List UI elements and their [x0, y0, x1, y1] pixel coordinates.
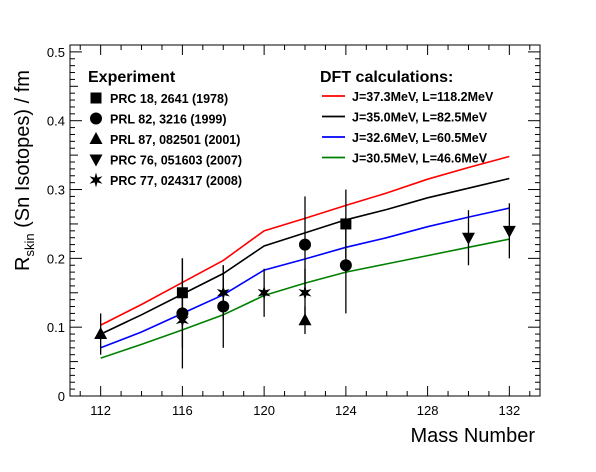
- experiment-legend-label: PRC 77, 024317 (2008): [110, 174, 242, 188]
- y-axis-title: Rskin (Sn Isotopes) / fm: [12, 70, 37, 271]
- data-point-triangle-down: [461, 232, 475, 245]
- experiment-legend: Experiment PRC 18, 2641 (1978) PRL 82, 32…: [88, 69, 242, 188]
- dft-legend-label: J=37.3MeV, L=118.2MeV: [352, 90, 494, 104]
- data-point-triangle-down: [502, 225, 516, 238]
- y-tick-label: 0: [58, 389, 65, 404]
- experiment-legend-label: PRC 76, 051603 (2007): [110, 154, 242, 168]
- experiment-legend-label: PRL 82, 3216 (1999): [110, 113, 227, 127]
- y-axis-title-main: R: [12, 257, 34, 271]
- y-tick-label: 0.1: [47, 320, 65, 335]
- experiment-legend-label: PRL 87, 082501 (2001): [110, 133, 240, 147]
- axes: 112 116 120 124 128 132 0 0.1 0.2 0.3 0.4 0.5: [47, 44, 540, 418]
- data-point-star: [216, 285, 230, 301]
- x-tick-label: 128: [417, 403, 439, 418]
- dft-legend-label: J=30.5MeV, L=46.6MeV: [352, 152, 488, 166]
- legend-marker-square: [90, 92, 102, 104]
- y-tick-label: 0.5: [47, 45, 65, 60]
- dft-legend-title: DFT calculations:: [320, 69, 453, 86]
- legend-marker-triangle-up: [89, 132, 103, 144]
- y-tick-label: 0.4: [47, 114, 65, 129]
- data-point-triangle-up: [298, 313, 312, 326]
- x-tick-label: 112: [90, 403, 111, 418]
- x-tick-label: 120: [253, 403, 275, 418]
- data-point-circle: [299, 238, 311, 251]
- experiment-points: [94, 189, 516, 369]
- x-axis-title: Mass Number: [411, 425, 536, 447]
- experiment-legend-title: Experiment: [88, 69, 176, 86]
- legend-marker-star: [89, 172, 103, 188]
- y-axis-title-rest: (Sn Isotopes) / fm: [12, 70, 34, 233]
- y-tick-label: 0.3: [47, 183, 65, 198]
- legend-marker-circle: [90, 112, 102, 125]
- x-tick-label: 132: [498, 403, 520, 418]
- data-point-star: [175, 312, 189, 328]
- data-point-circle: [339, 259, 352, 272]
- x-tick-label: 124: [335, 403, 357, 418]
- dft-legend-label: J=35.0MeV, L=82.5MeV: [352, 111, 488, 125]
- experiment-legend-label: PRC 18, 2641 (1978): [110, 92, 228, 106]
- legend-marker-triangle-down: [89, 154, 103, 167]
- dft-legend-label: J=32.6MeV, L=60.5MeV: [352, 131, 488, 145]
- y-axis-title-sub: skin: [22, 233, 37, 256]
- data-point-star: [257, 285, 271, 301]
- dft-legend: DFT calculations: J=37.3MeV, L=118.2MeVJ…: [320, 69, 494, 166]
- x-tick-label: 116: [172, 403, 193, 418]
- y-tick-label: 0.2: [47, 251, 65, 266]
- data-point-triangle-up: [94, 327, 108, 340]
- experiment-legend-items: PRC 18, 2641 (1978) PRL 82, 3216 (1999) PR…: [89, 92, 242, 188]
- dft-legend-items: J=37.3MeV, L=118.2MeV J=35.0MeV, L=82.5Me…: [322, 90, 494, 166]
- data-point-star: [298, 285, 312, 301]
